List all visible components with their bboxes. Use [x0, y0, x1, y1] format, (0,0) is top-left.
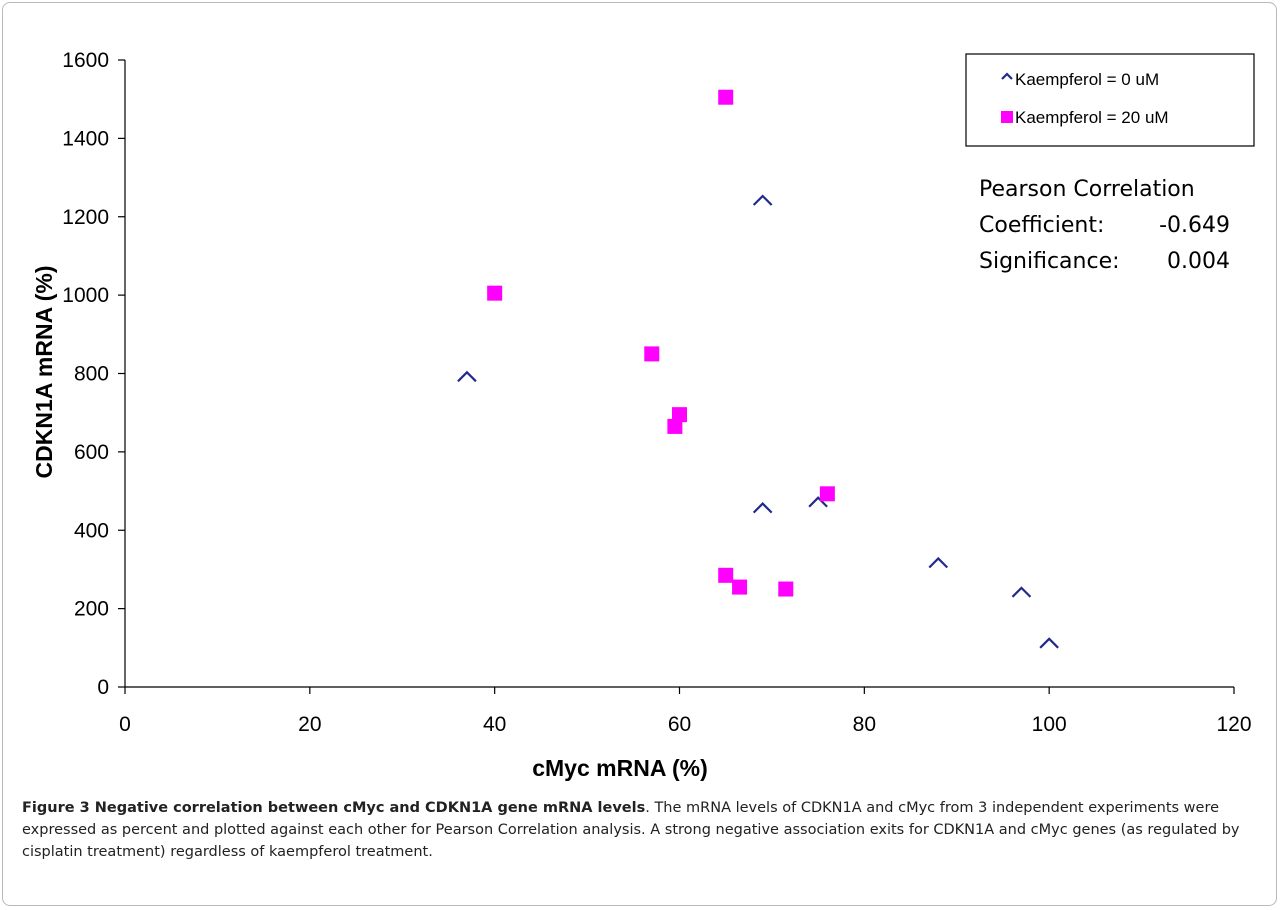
point-kaempferol-20 — [778, 581, 794, 597]
annotation-significance-label: Significance: — [979, 249, 1120, 274]
legend-label: Kaempferol = 20 uM — [1015, 108, 1169, 127]
x-tick-label: 80 — [853, 713, 876, 736]
y-tick-label: 800 — [74, 363, 109, 386]
scatter-chart: 0 200 400 600 800 1000 1200 1400 1600 0 20 40 60 80 10… — [31, 49, 1255, 781]
point-kaempferol-20 — [644, 346, 660, 362]
point-kaempferol-20 — [487, 285, 503, 301]
legend: Kaempferol = 0 uM Kaempferol = 20 uM — [965, 53, 1255, 147]
point-kaempferol-20 — [667, 418, 683, 434]
point-kaempferol-20 — [732, 579, 748, 595]
x-tick-label: 20 — [298, 713, 321, 736]
y-tick-label: 600 — [74, 441, 109, 464]
y-tick-label: 1600 — [62, 49, 109, 72]
axes — [118, 59, 1235, 694]
annotation-coefficient-label: Coefficient: — [979, 213, 1104, 238]
point-kaempferol-20 — [819, 486, 835, 502]
y-tick-label: 400 — [74, 519, 109, 542]
point-kaempferol-0 — [752, 194, 773, 206]
point-kaempferol-0 — [928, 556, 949, 569]
x-tick-label: 40 — [483, 713, 506, 736]
caption-text: . The mRNA levels of CDKN1A and cMyc fro… — [22, 800, 1240, 860]
x-axis-title: cMyc mRNA (%) — [532, 755, 708, 781]
correlation-annotation: Pearson Correlation Coefficient: -0.649 … — [979, 177, 1230, 274]
y-tick-label: 1400 — [62, 127, 109, 150]
annotation-coefficient-value: -0.649 — [1159, 213, 1230, 238]
y-tick-label: 1000 — [62, 284, 109, 307]
legend-marker — [1001, 72, 1013, 80]
point-kaempferol-0 — [808, 496, 828, 508]
annotation-title: Pearson Correlation — [979, 177, 1195, 202]
point-kaempferol-20 — [718, 567, 734, 583]
annotation-significance-value: 0.004 — [1167, 249, 1230, 274]
point-kaempferol-0 — [1011, 586, 1032, 598]
y-tick-label: 0 — [97, 676, 109, 699]
y-tick-label: 200 — [74, 598, 109, 621]
x-tick-label: 0 — [119, 713, 131, 736]
point-kaempferol-20 — [672, 407, 687, 423]
x-tick-label: 120 — [1216, 713, 1251, 736]
point-kaempferol-0 — [1039, 637, 1059, 649]
tick-labels: 0 200 400 600 800 1000 1200 1400 1600 0 20 40 60 80 10… — [62, 49, 1251, 736]
caption-title: Figure 3 Negative correlation between cM… — [22, 800, 646, 816]
point-kaempferol-0 — [752, 502, 773, 514]
y-axis-title: CDKN1A mRNA (%) — [31, 266, 57, 479]
y-tick-label: 1200 — [62, 206, 109, 229]
point-kaempferol-20 — [718, 89, 734, 105]
x-tick-label: 100 — [1032, 713, 1067, 736]
legend-label: Kaempferol = 0 uM — [1015, 70, 1159, 89]
legend-marker — [1001, 111, 1013, 123]
x-tick-label: 60 — [668, 713, 691, 736]
figure-caption: Figure 3 Negative correlation between cM… — [22, 797, 1262, 863]
legend-box — [965, 53, 1255, 147]
data-points — [457, 89, 1059, 649]
point-kaempferol-0 — [457, 370, 477, 383]
